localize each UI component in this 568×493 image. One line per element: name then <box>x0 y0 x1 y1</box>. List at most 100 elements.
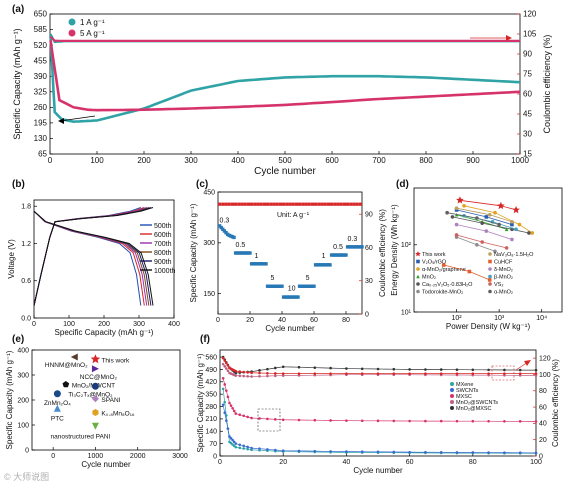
rate-label-3: 5 <box>270 275 274 282</box>
series-marker-f-1 <box>408 450 411 454</box>
y-tick-label: 280 <box>205 404 217 411</box>
series-marker-f-1 <box>246 445 249 449</box>
series-marker-f-5 <box>246 371 249 374</box>
ce-marker <box>323 202 327 206</box>
ragone-marker-10 <box>504 246 509 250</box>
series-marker-f-5 <box>471 372 475 375</box>
x-tick-label: 800 <box>419 156 433 165</box>
ce-marker <box>333 202 337 206</box>
y2-tick-label: 0 <box>539 453 543 460</box>
legend-marker-f-4 <box>450 406 454 410</box>
y2-tick-label: 60 <box>539 404 547 411</box>
ragone-marker-7 <box>467 269 472 274</box>
series-marker-f-1 <box>487 451 490 454</box>
comparison-marker-4 <box>91 382 99 390</box>
y-tick-label: 65 <box>38 150 47 159</box>
y2-tick-label: 40 <box>539 421 547 428</box>
series-marker-f-4 <box>439 368 443 371</box>
ce-arrow-head <box>524 360 531 366</box>
ce-marker <box>262 202 266 206</box>
y2-tick-label: 60 <box>523 90 532 99</box>
x-tick-label: 60 <box>406 459 414 466</box>
y-axis-label-f: Specific Capacity (mAh g⁻¹) <box>196 353 205 452</box>
ragone-legend-label-1: V₂O₅/rGO <box>422 260 447 266</box>
x-tick-label: 400 <box>168 321 180 328</box>
panel-label-c: (c) <box>196 179 208 190</box>
ce-marker <box>230 202 234 206</box>
series-marker-f-2 <box>360 419 364 423</box>
series-marker-f-5 <box>360 372 364 375</box>
legend-marker-a-1 <box>68 29 76 37</box>
series-marker-f-2 <box>228 401 231 405</box>
panel-label-a: (a) <box>12 4 24 15</box>
comparison-label-6: SPANI <box>101 397 120 404</box>
discharge-curve-700th <box>33 210 148 306</box>
series-marker-f-5 <box>274 372 277 375</box>
x-tick-label: 500 <box>278 156 292 165</box>
y-axis-label-e: Specific Capacity (mAh g⁻¹) <box>5 350 14 449</box>
x-tick-label: 300 <box>184 156 198 165</box>
ce-marker <box>304 202 308 206</box>
series-marker-f-1 <box>238 443 242 447</box>
series-marker-f-2 <box>455 419 459 423</box>
series-marker-f-4 <box>503 368 506 372</box>
x-tick-label: 20 <box>279 459 287 466</box>
ragone-legend-marker-0 <box>415 251 421 257</box>
ce-marker <box>358 202 362 206</box>
panel-c-frame <box>217 191 363 315</box>
series-marker-f-3 <box>534 374 538 377</box>
y-tick-label: 0.6 <box>21 278 31 285</box>
ragone-marker-1 <box>510 222 514 227</box>
zoom-box-dashed <box>257 408 281 432</box>
charge-curve-700th <box>33 207 147 306</box>
y2-tick-label: 90 <box>365 212 373 219</box>
ce-marker <box>291 202 295 206</box>
x-tick-label: 60 <box>310 317 318 324</box>
x-tick-label: 80 <box>342 317 350 324</box>
capacity-marker <box>232 235 236 240</box>
series-marker-f-2 <box>274 418 277 421</box>
series-marker-f-2 <box>281 418 285 422</box>
legend-marker-a-0 <box>68 18 76 26</box>
y2-tick-label: 45 <box>523 110 532 119</box>
series-marker-f-3 <box>226 369 230 373</box>
y-axis-label-b: Voltage (V) <box>7 239 16 279</box>
ragone-legend-label-0: This work <box>422 252 446 258</box>
series-marker-f-2 <box>231 407 234 410</box>
series-marker-f-4 <box>455 368 459 371</box>
series-marker-f-1 <box>250 446 253 450</box>
ragone-line-2 <box>464 205 533 234</box>
x-tick-label: 200 <box>137 156 151 165</box>
series-marker-f-5 <box>455 372 459 375</box>
ragone-marker-10 <box>480 240 484 244</box>
x-tick-label: 10⁴ <box>536 315 547 322</box>
y-tick-label: 455 <box>34 56 48 65</box>
series-marker-f-3 <box>258 374 261 378</box>
comparison-label-1: HNNM@MnO₂ <box>45 362 88 369</box>
rate-label-7: 0.5 <box>333 244 343 251</box>
ce-marker <box>310 202 314 206</box>
x-axis-label-c: Cycle number <box>265 324 315 333</box>
comparison-marker-6 <box>91 395 99 403</box>
ce-marker <box>218 202 222 206</box>
series-marker-f-4 <box>329 366 332 370</box>
ragone-marker-0 <box>497 201 505 210</box>
capacity-marker <box>344 253 348 257</box>
series-marker-f-3 <box>221 362 225 366</box>
series-marker-f-5 <box>439 372 443 375</box>
x-axis-label-e: Cycle number <box>81 460 131 469</box>
ragone-legend-label-6: NaV₃O₈·1.5H₂O <box>494 252 534 258</box>
ragone-marker-3 <box>504 227 509 232</box>
comparison-marker-1 <box>70 353 78 361</box>
ce-marker <box>330 202 334 206</box>
ragone-marker-1 <box>484 215 489 219</box>
series-marker-f-3 <box>274 374 277 378</box>
x-tick-label: 300 <box>133 321 145 328</box>
y2-axis-label-f: Coulombic efficiency (%) <box>551 359 560 447</box>
series-marker-f-3 <box>242 374 245 378</box>
series-marker-f-1 <box>376 450 380 454</box>
comparison-label-9: nanostructured PANI <box>50 433 110 440</box>
y-tick-label: 450 <box>203 189 215 196</box>
comparison-marker-5 <box>53 390 61 398</box>
legend-marker-f-1 <box>450 388 454 392</box>
